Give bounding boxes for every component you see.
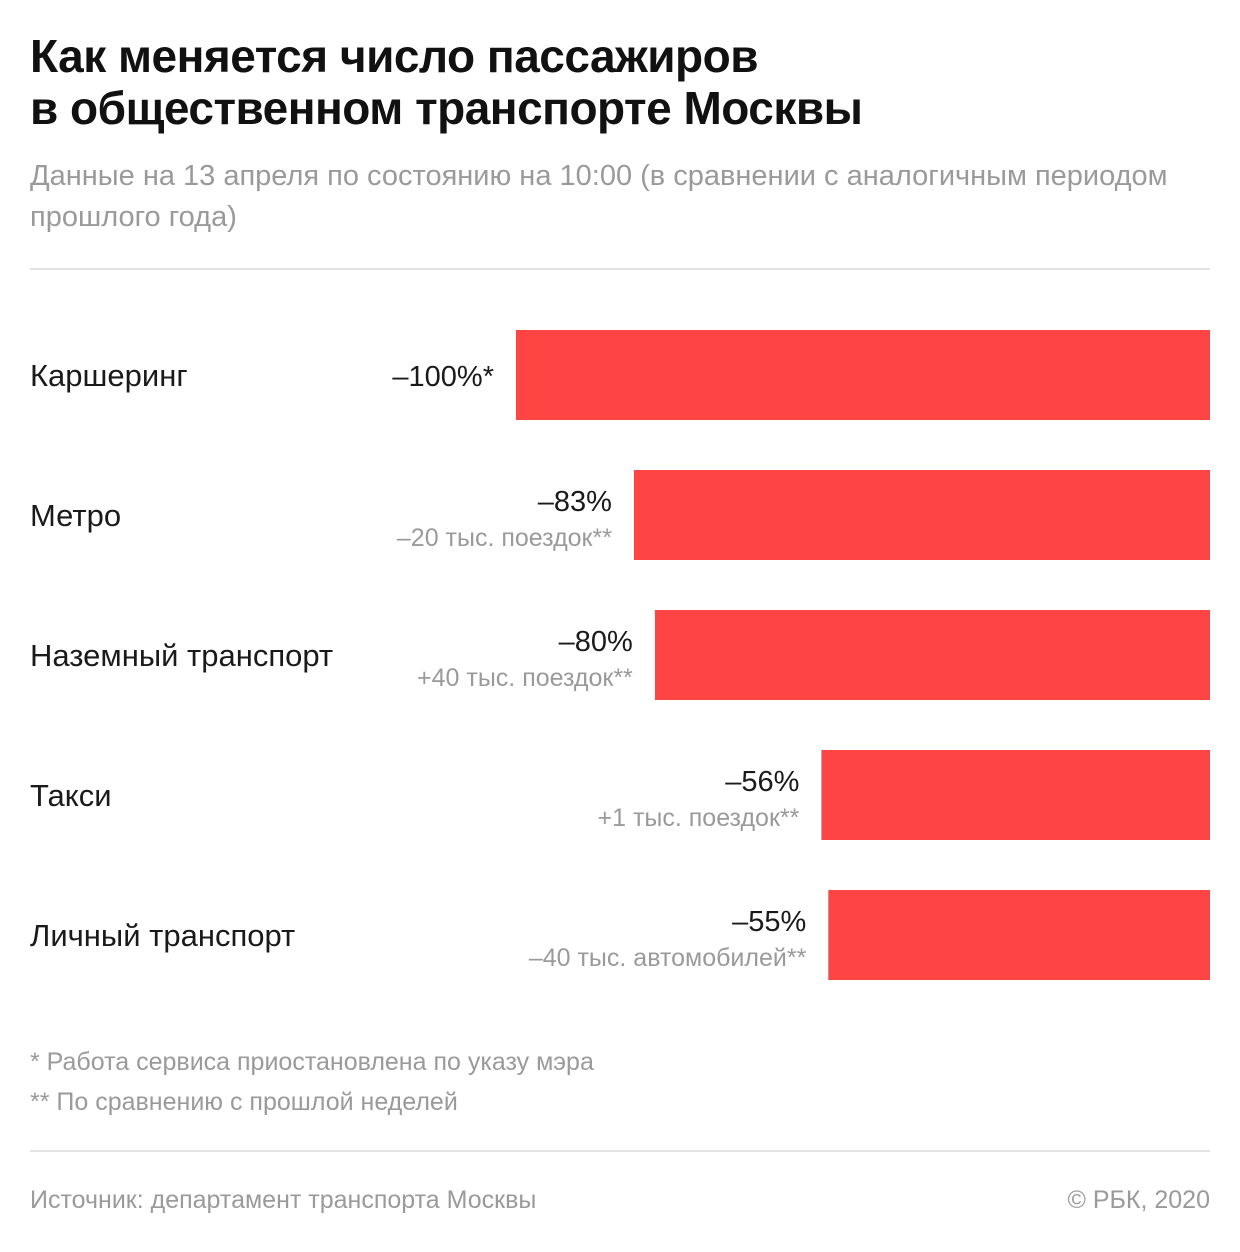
value-label-2: –83%: [538, 486, 612, 518]
note-label-5: –40 тыс. автомобилей**: [529, 944, 807, 972]
category-label-5: Личный транспорт: [30, 918, 295, 953]
bar-2: [633, 470, 1210, 560]
bar-4: [821, 750, 1210, 840]
bar-1: [516, 330, 1210, 420]
chart-subtitle: Данные на 13 апреля по состоянию на 10:0…: [30, 160, 1168, 233]
category-label-2: Метро: [30, 498, 121, 533]
note-label-3: +40 тыс. поездок**: [417, 664, 633, 692]
chart-title: Как меняется число пассажиров в обществе…: [30, 30, 1210, 134]
note-label-2: –20 тыс. поездок**: [397, 524, 612, 552]
bar-3: [654, 610, 1210, 700]
bar-chart: Каршеринг –100%* Метро –83% –20 тыс. поездок…: [30, 330, 1210, 980]
value-label-1: –100%*: [392, 361, 494, 393]
note-label-4: +1 тыс. поездок**: [598, 804, 800, 832]
value-label-5: –55%: [732, 906, 806, 938]
footer: Источник: департамент транспорта Москвы …: [30, 1180, 1210, 1220]
chart-title-line-2: в общественном транспорте Москвы: [30, 82, 863, 134]
chart-title-line-1: Как меняется число пассажиров: [30, 30, 758, 82]
footnotes: * Работа сервиса приостановлена по указу…: [30, 1042, 1210, 1122]
source-text: Источник: департамент транспорта Москвы: [30, 1186, 537, 1214]
bottom-divider: [30, 1150, 1210, 1152]
category-label-3: Наземный транспорт: [30, 638, 333, 673]
category-label-1: Каршеринг: [30, 358, 188, 393]
footnote-1: * Работа сервиса приостановлена по указу…: [30, 1048, 594, 1076]
value-label-4: –56%: [725, 766, 799, 798]
footnote-2: ** По сравнению с прошлой неделей: [30, 1088, 458, 1116]
bar-5: [828, 890, 1210, 980]
copyright-text: © РБК, 2020: [1067, 1186, 1210, 1214]
value-label-3: –80%: [559, 626, 633, 658]
top-divider: [30, 268, 1210, 270]
category-label-4: Такси: [30, 778, 112, 813]
